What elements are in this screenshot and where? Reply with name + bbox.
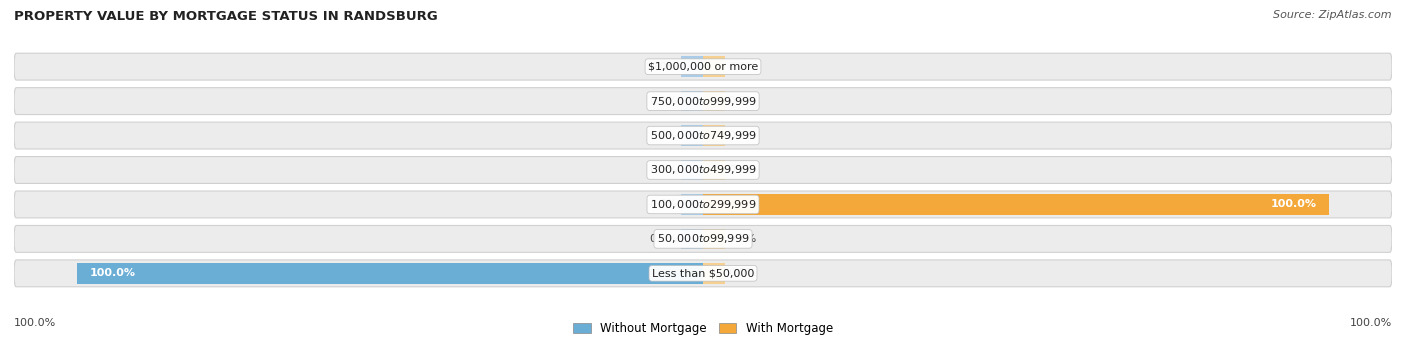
Text: 0.0%: 0.0% [650, 62, 678, 72]
FancyBboxPatch shape [14, 156, 1392, 184]
FancyBboxPatch shape [14, 191, 1392, 218]
Text: 0.0%: 0.0% [728, 268, 756, 278]
Text: 0.0%: 0.0% [728, 96, 756, 106]
Text: 0.0%: 0.0% [728, 62, 756, 72]
FancyBboxPatch shape [14, 122, 1392, 149]
Text: $50,000 to $99,999: $50,000 to $99,999 [657, 233, 749, 245]
Text: Less than $50,000: Less than $50,000 [652, 268, 754, 278]
Bar [681, 91, 703, 112]
Text: Source: ZipAtlas.com: Source: ZipAtlas.com [1274, 10, 1392, 20]
Text: PROPERTY VALUE BY MORTGAGE STATUS IN RANDSBURG: PROPERTY VALUE BY MORTGAGE STATUS IN RAN… [14, 10, 437, 23]
Legend: Without Mortgage, With Mortgage: Without Mortgage, With Mortgage [568, 317, 838, 340]
Bar [703, 263, 725, 284]
FancyBboxPatch shape [14, 88, 1392, 115]
Bar [703, 194, 1329, 215]
Bar [703, 228, 725, 249]
Bar [703, 56, 725, 77]
FancyBboxPatch shape [14, 53, 1392, 80]
Bar [681, 160, 703, 180]
Text: 0.0%: 0.0% [650, 165, 678, 175]
Bar [681, 194, 703, 215]
Text: $1,000,000 or more: $1,000,000 or more [648, 62, 758, 72]
Bar [681, 228, 703, 249]
Bar [77, 263, 703, 284]
Bar [703, 125, 725, 146]
Bar [703, 160, 725, 180]
Text: 0.0%: 0.0% [650, 131, 678, 140]
Text: 100.0%: 100.0% [14, 318, 56, 328]
Bar [681, 125, 703, 146]
Text: 100.0%: 100.0% [89, 268, 135, 278]
Bar [681, 56, 703, 77]
Text: $100,000 to $299,999: $100,000 to $299,999 [650, 198, 756, 211]
Text: 0.0%: 0.0% [728, 165, 756, 175]
FancyBboxPatch shape [14, 260, 1392, 287]
Text: 0.0%: 0.0% [650, 234, 678, 244]
Bar [703, 91, 725, 112]
Text: $750,000 to $999,999: $750,000 to $999,999 [650, 95, 756, 107]
Text: 100.0%: 100.0% [1271, 200, 1317, 209]
FancyBboxPatch shape [14, 225, 1392, 252]
Text: 100.0%: 100.0% [1350, 318, 1392, 328]
Text: 0.0%: 0.0% [728, 234, 756, 244]
Text: 0.0%: 0.0% [650, 96, 678, 106]
Text: $500,000 to $749,999: $500,000 to $749,999 [650, 129, 756, 142]
Text: 0.0%: 0.0% [728, 131, 756, 140]
Text: 0.0%: 0.0% [650, 200, 678, 209]
Text: $300,000 to $499,999: $300,000 to $499,999 [650, 164, 756, 176]
